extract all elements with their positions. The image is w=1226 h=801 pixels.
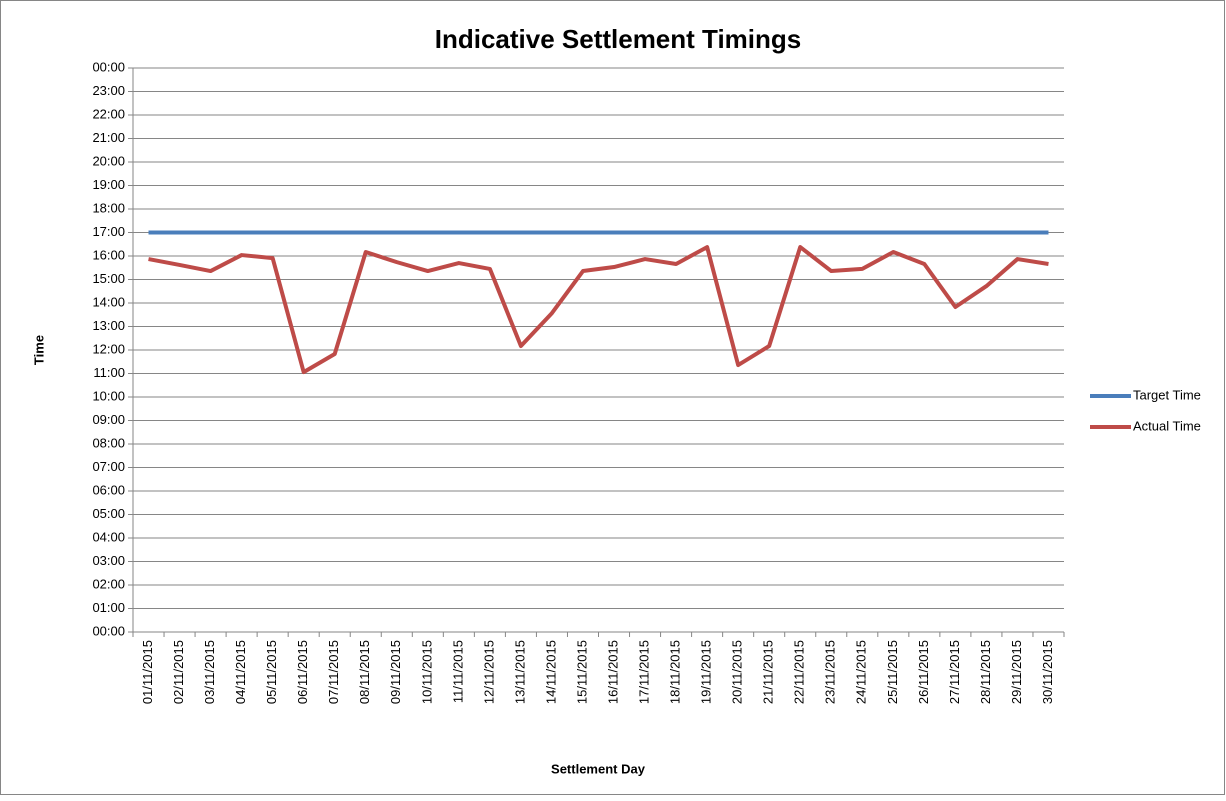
y-tick-label: 01:00 [92,600,125,615]
x-tick-label: 13/11/2015 [512,640,527,704]
x-tick-label: 15/11/2015 [574,640,589,704]
y-tick-label: 17:00 [92,224,125,239]
y-tick-label: 09:00 [92,412,125,427]
x-tick-label: 01/11/2015 [140,640,155,704]
y-tick-label: 22:00 [92,106,125,121]
x-tick-label: 08/11/2015 [357,640,372,704]
y-tick-label: 18:00 [92,200,125,215]
x-tick-label: 22/11/2015 [792,640,807,704]
x-tick-label: 21/11/2015 [761,640,776,704]
x-tick-label: 14/11/2015 [543,640,558,704]
x-tick-label: 09/11/2015 [388,640,403,704]
x-tick-label: 17/11/2015 [636,640,651,704]
x-tick-label: 19/11/2015 [699,640,714,704]
y-tick-label: 12:00 [92,341,125,356]
y-tick-label: 16:00 [92,247,125,262]
legend-label: Target Time [1133,387,1201,402]
x-tick-label: 02/11/2015 [171,640,186,704]
y-tick-label: 21:00 [92,130,125,145]
x-tick-label: 27/11/2015 [947,640,962,704]
y-tick-label: 03:00 [92,553,125,568]
x-tick-label: 05/11/2015 [264,640,279,704]
y-tick-label: 20:00 [92,153,125,168]
x-tick-label: 28/11/2015 [978,640,993,704]
x-tick-label: 29/11/2015 [1009,640,1024,704]
y-tick-label: 13:00 [92,318,125,333]
y-tick-label: 06:00 [92,482,125,497]
x-tick-label: 25/11/2015 [885,640,900,704]
legend-label: Actual Time [1133,418,1201,433]
y-tick-label: 10:00 [92,388,125,403]
y-tick-label: 14:00 [92,294,125,309]
y-tick-label: 19:00 [92,177,125,192]
x-tick-label: 12/11/2015 [481,640,496,704]
x-tick-label: 04/11/2015 [233,640,248,704]
y-tick-label: 07:00 [92,459,125,474]
y-tick-label: 11:00 [93,365,125,380]
x-tick-label: 10/11/2015 [419,640,434,704]
x-tick-label: 11/11/2015 [450,640,465,703]
chart-title: Indicative Settlement Timings [435,24,802,54]
x-tick-label: 30/11/2015 [1040,640,1055,704]
x-tick-label: 20/11/2015 [730,640,745,704]
series-line [148,245,1049,375]
x-tick-label: 07/11/2015 [326,640,341,704]
y-tick-label: 23:00 [92,83,125,98]
x-axis-label: Settlement Day [551,761,646,776]
x-tick-label: 24/11/2015 [854,640,869,704]
y-tick-label: 00:00 [92,59,125,74]
x-tick-label: 06/11/2015 [295,640,310,704]
y-tick-label: 02:00 [92,576,125,591]
x-tick-label: 26/11/2015 [916,640,931,704]
y-tick-label: 00:00 [92,623,125,638]
y-tick-label: 05:00 [92,506,125,521]
y-axis-label: Time [31,335,46,365]
x-tick-label: 23/11/2015 [823,640,838,704]
x-tick-label: 03/11/2015 [202,640,217,704]
y-tick-label: 15:00 [92,271,125,286]
x-tick-label: 16/11/2015 [605,640,620,704]
y-tick-label: 08:00 [92,435,125,450]
y-tick-label: 04:00 [92,529,125,544]
x-tick-label: 18/11/2015 [668,640,683,704]
